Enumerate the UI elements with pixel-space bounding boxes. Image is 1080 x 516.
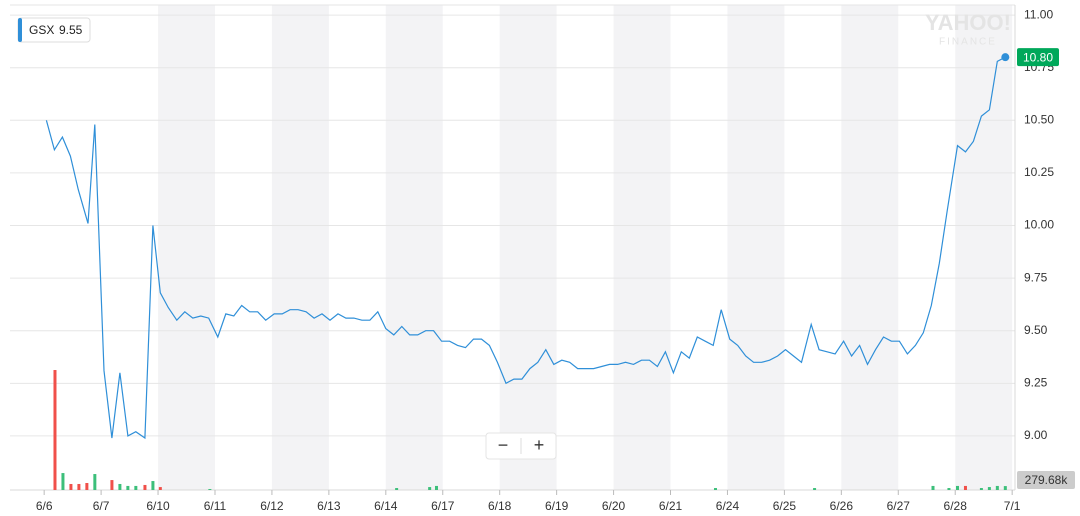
volume-bar <box>208 489 212 490</box>
volume-bar <box>61 473 65 490</box>
x-tick-label: 6/17 <box>431 499 455 513</box>
x-tick-label: 6/18 <box>488 499 512 513</box>
volume-bar <box>813 488 817 490</box>
legend-value: 9.55 <box>59 23 83 37</box>
volume-bar <box>428 487 432 490</box>
legend-swatch <box>18 18 22 42</box>
zoom-out-button[interactable]: − <box>498 435 509 455</box>
volume-bar <box>955 485 959 490</box>
volume-bar <box>995 485 999 490</box>
volume-bar <box>395 488 399 490</box>
x-tick-label: 6/6 <box>36 499 53 513</box>
y-tick-label: 9.25 <box>1024 375 1048 389</box>
y-tick-label: 10.00 <box>1024 218 1054 232</box>
y-tick-label: 9.75 <box>1024 270 1048 284</box>
day-band <box>955 5 1013 490</box>
day-band <box>271 5 329 490</box>
volume-bar <box>987 487 991 490</box>
volume-bar <box>126 485 130 490</box>
volume-bar <box>963 485 967 490</box>
volume-bar <box>118 483 122 490</box>
x-tick-label: 6/21 <box>659 499 683 513</box>
x-tick-label: 6/7 <box>93 499 110 513</box>
day-band <box>841 5 899 490</box>
day-band <box>158 5 215 490</box>
x-tick-label: 7/1 <box>1004 499 1021 513</box>
volume-bar <box>77 483 81 490</box>
volume-bar <box>69 483 73 490</box>
volume-label: 279.68k <box>1025 473 1069 487</box>
volume-bar <box>158 487 162 490</box>
volume-bar <box>93 474 97 490</box>
last-price-label: 10.80 <box>1023 50 1053 64</box>
volume-bar <box>1003 486 1007 490</box>
y-tick-label: 10.50 <box>1024 112 1054 126</box>
x-tick-label: 6/20 <box>602 499 626 513</box>
volume-bar <box>110 480 114 490</box>
zoom-in-button[interactable]: + <box>534 435 545 455</box>
x-tick-label: 6/12 <box>260 499 284 513</box>
y-tick-label: 9.00 <box>1024 428 1048 442</box>
volume-bar <box>53 370 57 490</box>
x-tick-label: 6/28 <box>944 499 968 513</box>
last-point <box>1001 53 1010 62</box>
x-tick-label: 6/27 <box>887 499 911 513</box>
volume-bar <box>134 485 138 490</box>
x-tick-label: 6/14 <box>374 499 398 513</box>
volume-bar <box>979 488 983 490</box>
volume-bar <box>947 488 951 490</box>
volume-bar <box>85 483 89 490</box>
day-band <box>385 5 443 490</box>
day-band <box>499 5 557 490</box>
x-tick-label: 6/24 <box>716 499 740 513</box>
watermark: FINANCE <box>939 37 997 48</box>
x-tick-label: 6/10 <box>146 499 170 513</box>
y-tick-label: 9.50 <box>1024 323 1048 337</box>
legend-name: GSX <box>29 23 54 37</box>
x-tick-label: 6/19 <box>545 499 569 513</box>
x-tick-label: 6/11 <box>204 499 227 513</box>
day-band <box>613 5 671 490</box>
volume-bar <box>713 488 717 490</box>
day-band <box>727 5 785 490</box>
x-tick-label: 6/25 <box>773 499 797 513</box>
volume-bar <box>151 481 155 490</box>
price-line <box>45 56 1006 440</box>
x-tick-label: 6/26 <box>830 499 854 513</box>
volume-bar <box>931 485 935 490</box>
volume-bar <box>434 485 438 490</box>
last-price-badge <box>1017 48 1059 67</box>
volume-badge <box>1017 471 1075 489</box>
y-tick-label: 11.00 <box>1024 7 1053 21</box>
volume-bar <box>143 484 147 490</box>
x-tick-label: 6/13 <box>317 499 341 513</box>
watermark: YAHOO! <box>925 10 1011 35</box>
y-tick-label: 10.25 <box>1024 165 1054 179</box>
